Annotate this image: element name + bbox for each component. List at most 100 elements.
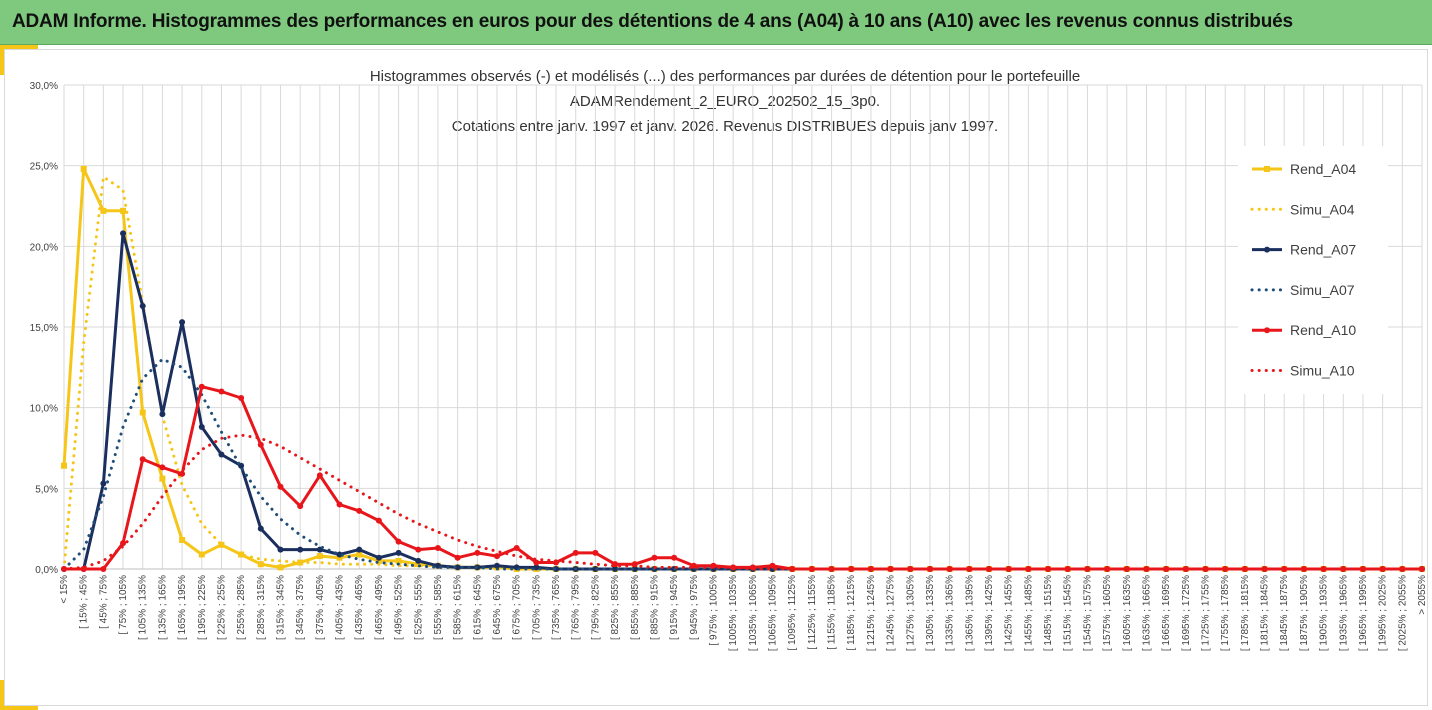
horizontal-gridlines — [64, 84, 1422, 570]
x-tick-label: [ 1665% ; 1695% — [1161, 575, 1172, 651]
point-Rend_A04 — [139, 409, 146, 416]
x-tick-label: [ 915% ; 945% — [669, 575, 680, 640]
point-Rend_A04 — [356, 551, 363, 558]
x-axis-ticks: < 15% [ 15% ; 45% [ 45% ; 75% [ 75% ; 105% [… — [59, 575, 1428, 651]
point-Rend_A10 — [1143, 566, 1150, 572]
point-Rend_A10 — [277, 483, 284, 490]
x-tick-label: [ 15% ; 45% — [79, 575, 90, 629]
chart-frame — [4, 49, 1428, 706]
chart-title: Histogrammes observés (-) et modélisés (… — [280, 64, 1170, 139]
point-Rend_A10 — [100, 566, 107, 572]
point-Rend_A04 — [277, 564, 284, 571]
point-Rend_A10 — [257, 441, 264, 448]
point-Rend_A07 — [218, 451, 225, 458]
point-Rend_A07 — [612, 566, 619, 572]
chart-title-line-3: Cotations entre janv. 1997 et janv. 2026… — [451, 118, 999, 135]
point-Rend_A10 — [139, 456, 146, 463]
x-tick-label: [ 1335% ; 1365% — [945, 575, 956, 651]
point-Rend_A10 — [1399, 566, 1406, 572]
x-tick-label: [ 675% ; 705% — [512, 575, 523, 640]
x-tick-label: [ 1365% ; 1395% — [964, 575, 975, 651]
point-Rend_A10 — [218, 388, 225, 395]
point-Rend_A10 — [1202, 566, 1209, 572]
x-tick-label: [ 1485% ; 1515% — [1043, 575, 1054, 651]
x-tick-label: [ 1035% ; 1065% — [748, 575, 759, 651]
point-Rend_A10 — [1045, 566, 1052, 572]
x-tick-label: [ 975% ; 1005% — [708, 575, 719, 646]
point-Rend_A04 — [336, 554, 343, 561]
x-tick-label: [ 1575% ; 1605% — [1102, 575, 1113, 651]
x-tick-label: [ 1065% ; 1095% — [768, 575, 779, 651]
point-Rend_A07 — [493, 562, 500, 569]
point-Rend_A07 — [356, 546, 363, 553]
x-tick-label: [ 1965% ; 1995% — [1358, 575, 1369, 651]
x-tick-label: [ 375% ; 405% — [315, 575, 326, 640]
legend-marker-Rend_A10 — [1264, 327, 1270, 334]
point-Rend_A10 — [159, 464, 166, 471]
point-Rend_A04 — [415, 561, 422, 568]
x-tick-label: < 15% — [59, 575, 70, 604]
point-Rend_A10 — [1300, 566, 1307, 572]
point-Rend_A10 — [1281, 566, 1288, 572]
point-Rend_A04 — [316, 553, 323, 560]
point-Rend_A10 — [474, 549, 481, 556]
x-tick-label: [ 1815% ; 1845% — [1260, 575, 1271, 651]
series-line-Rend_A10 — [64, 385, 1422, 571]
point-Rend_A10 — [966, 566, 973, 572]
x-tick-label: [ 225% ; 255% — [216, 575, 227, 640]
point-Rend_A10 — [238, 394, 245, 401]
point-Rend_A04 — [257, 561, 264, 568]
point-Rend_A07 — [139, 303, 146, 310]
point-Rend_A10 — [926, 566, 933, 572]
x-tick-label: [ 2025% ; 2055% — [1397, 575, 1408, 651]
point-Rend_A10 — [395, 538, 402, 545]
point-Rend_A07 — [277, 546, 284, 553]
point-Rend_A07 — [297, 546, 304, 553]
x-tick-label: [ 855% ; 885% — [630, 575, 641, 640]
point-Rend_A10 — [454, 554, 461, 561]
x-tick-label: [ 645% ; 675% — [492, 575, 503, 640]
chart-title-line-1: Histogrammes observés (-) et modélisés (… — [369, 68, 1081, 85]
point-Rend_A10 — [789, 566, 796, 572]
x-tick-label: [ 555% ; 585% — [433, 575, 444, 640]
x-tick-label: [ 735% ; 765% — [551, 575, 562, 640]
x-tick-label: [ 495% ; 525% — [394, 575, 405, 640]
point-Rend_A07 — [159, 411, 166, 418]
x-tick-label: [ 45% ; 75% — [98, 575, 109, 629]
x-tick-label: [ 1995% ; 2025% — [1378, 575, 1389, 651]
y-axis-ticks: 0,0% 5,0% 10,0% 15,0% 20,0% 25,0% 30,0% — [30, 81, 58, 576]
point-Rend_A10 — [848, 566, 855, 572]
point-Rend_A04 — [395, 557, 402, 564]
series-line-Rend_A07 — [64, 231, 1422, 571]
accent-bar-bottom — [0, 706, 38, 710]
y-tick-label: 20,0% — [30, 242, 58, 253]
point-Rend_A04 — [238, 551, 245, 558]
x-tick-label: [ 795% ; 825% — [590, 575, 601, 640]
x-tick-label: [ 405% ; 435% — [335, 575, 346, 640]
x-tick-label: [ 825% ; 855% — [610, 575, 621, 640]
point-Rend_A10 — [513, 545, 520, 552]
x-tick-label: [ 105% ; 135% — [138, 575, 149, 640]
y-tick-label: 15,0% — [30, 323, 58, 334]
point-Rend_A07 — [179, 319, 186, 326]
x-tick-label: [ 1635% ; 1665% — [1141, 575, 1152, 651]
point-Rend_A10 — [493, 553, 500, 560]
legend-label-Rend_A04: Rend_A04 — [1290, 161, 1356, 177]
point-Rend_A07 — [375, 554, 382, 561]
x-tick-label: > 2055% — [1417, 575, 1428, 615]
point-Rend_A10 — [434, 545, 441, 552]
point-Rend_A07 — [120, 230, 127, 237]
x-tick-label: [ 315% ; 345% — [275, 575, 286, 640]
point-Rend_A10 — [1104, 566, 1111, 572]
legend-label-Rend_A07: Rend_A07 — [1290, 242, 1356, 258]
x-tick-label: [ 885% ; 915% — [649, 575, 660, 640]
x-tick-label: [ 75% ; 105% — [118, 575, 129, 635]
point-Rend_A10 — [1379, 566, 1386, 572]
x-tick-label: [ 1305% ; 1335% — [925, 575, 936, 651]
report-title: ADAM Informe. Histogrammes des performan… — [12, 11, 1293, 32]
legend-box — [1238, 146, 1388, 394]
accent-bar-left-top — [0, 45, 4, 75]
series-line-Simu_A10 — [62, 433, 1424, 571]
point-Rend_A10 — [316, 472, 323, 479]
